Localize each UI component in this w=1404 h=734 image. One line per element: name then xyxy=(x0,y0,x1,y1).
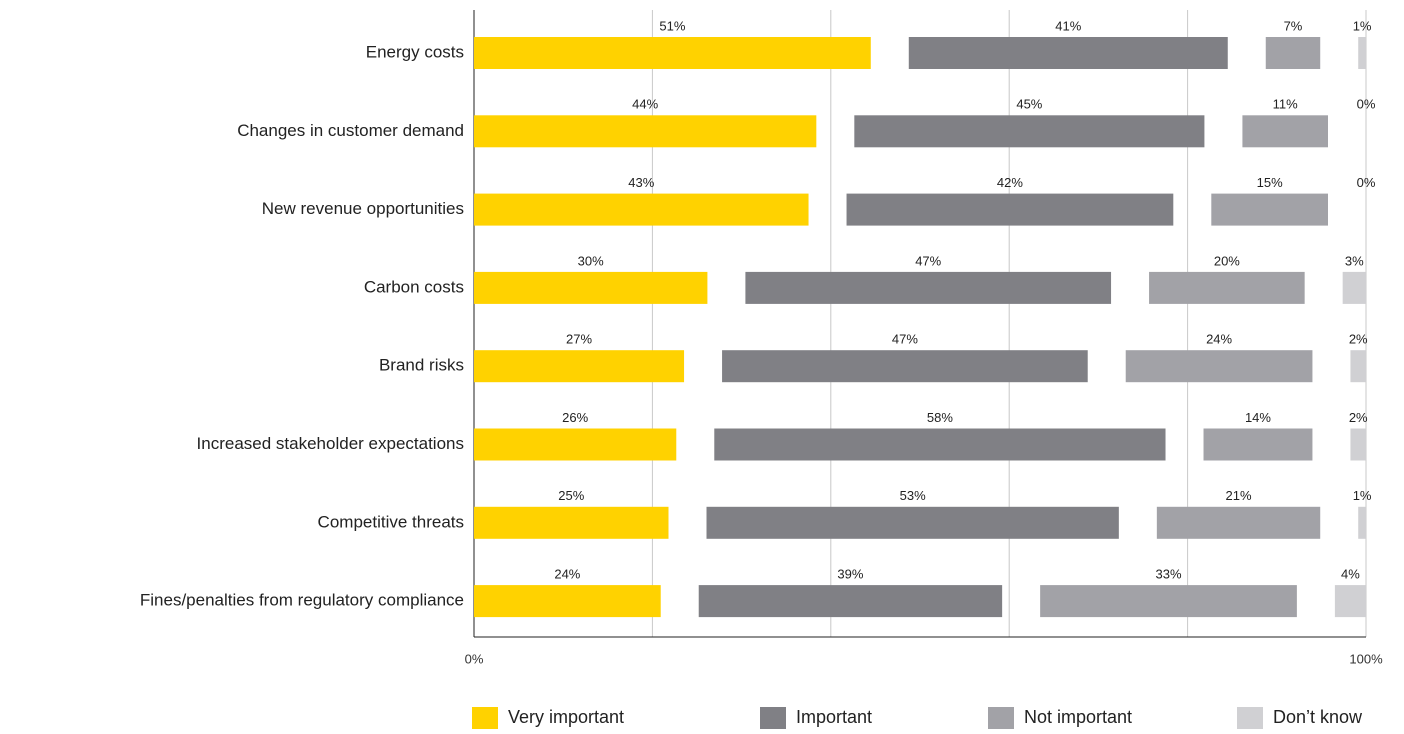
value-label: 27% xyxy=(566,332,592,347)
bar-segment xyxy=(1334,585,1366,618)
bar-segment xyxy=(698,585,1003,618)
category-label: Energy costs xyxy=(366,42,464,61)
value-label: 24% xyxy=(554,567,580,582)
category-label: Carbon costs xyxy=(364,277,464,296)
value-label: 20% xyxy=(1214,253,1240,268)
bar-segment xyxy=(1242,115,1328,148)
value-label: 47% xyxy=(915,253,941,268)
value-label: 45% xyxy=(1016,97,1042,112)
category-label: Changes in customer demand xyxy=(237,121,464,140)
value-label: 42% xyxy=(997,175,1023,190)
bar-segment xyxy=(908,37,1228,69)
category-label: Increased stakeholder expectations xyxy=(197,434,464,453)
value-label: 51% xyxy=(659,18,685,33)
bar-segment xyxy=(1358,37,1366,69)
value-label: 4% xyxy=(1341,567,1360,582)
bar-segment xyxy=(722,350,1088,383)
value-label: 30% xyxy=(578,253,604,268)
category-label: Fines/penalties from regulatory complian… xyxy=(140,591,464,610)
value-label: 14% xyxy=(1245,410,1271,425)
x-tick-label: 0% xyxy=(465,651,484,666)
value-label: 25% xyxy=(558,488,584,503)
bar-segment xyxy=(1203,428,1313,461)
bar-segment xyxy=(745,271,1112,304)
bar-segment xyxy=(474,585,661,618)
legend-label: Important xyxy=(796,707,872,727)
bar-segment xyxy=(474,193,809,226)
x-tick-label: 100% xyxy=(1349,651,1383,666)
bar-segment xyxy=(474,37,871,69)
legend-swatch xyxy=(472,707,498,729)
legend-label: Not important xyxy=(1024,707,1132,727)
bar-segment xyxy=(474,350,685,383)
bar-segment xyxy=(854,115,1205,148)
bar-segment xyxy=(1211,193,1328,226)
value-label: 7% xyxy=(1284,18,1303,33)
value-label: 11% xyxy=(1273,97,1298,112)
value-label: 1% xyxy=(1353,488,1372,503)
value-label: 0% xyxy=(1357,97,1376,112)
value-label: 53% xyxy=(900,488,926,503)
bar-segment xyxy=(474,506,669,539)
value-label: 0% xyxy=(1357,175,1376,190)
legend-label: Very important xyxy=(508,707,624,727)
bar-segment xyxy=(1149,271,1305,304)
value-label: 58% xyxy=(927,410,953,425)
value-label: 39% xyxy=(837,567,863,582)
bar-segment xyxy=(1265,37,1321,69)
bar-segment xyxy=(474,271,708,304)
bar-segment xyxy=(706,506,1119,539)
bar-segment xyxy=(1350,350,1366,383)
bar-segment xyxy=(1342,271,1366,304)
value-label: 47% xyxy=(892,332,918,347)
value-label: 1% xyxy=(1353,18,1372,33)
legend-swatch xyxy=(988,707,1014,729)
legend-swatch xyxy=(1237,707,1263,729)
bar-segment xyxy=(1125,350,1313,383)
value-label: 15% xyxy=(1257,175,1283,190)
value-label: 21% xyxy=(1226,488,1252,503)
bar-segment xyxy=(714,428,1166,461)
bar-segment xyxy=(1156,506,1321,539)
bar-segment xyxy=(846,193,1174,226)
value-label: 24% xyxy=(1206,332,1232,347)
value-label: 33% xyxy=(1155,567,1181,582)
value-label: 3% xyxy=(1345,253,1364,268)
bar-segment xyxy=(474,115,817,148)
value-label: 2% xyxy=(1349,410,1368,425)
value-label: 26% xyxy=(562,410,588,425)
category-label: New revenue opportunities xyxy=(262,199,464,218)
bar-segment xyxy=(474,428,677,461)
legend-label: Don’t know xyxy=(1273,707,1363,727)
bar-segment xyxy=(1358,506,1366,539)
bar-segment xyxy=(1040,585,1297,618)
value-label: 41% xyxy=(1055,18,1081,33)
value-label: 44% xyxy=(632,97,658,112)
legend-swatch xyxy=(760,707,786,729)
category-label: Brand risks xyxy=(379,356,464,375)
value-label: 2% xyxy=(1349,332,1368,347)
bar-segment xyxy=(1350,428,1366,461)
category-label: Competitive threats xyxy=(318,512,464,531)
value-label: 43% xyxy=(628,175,654,190)
